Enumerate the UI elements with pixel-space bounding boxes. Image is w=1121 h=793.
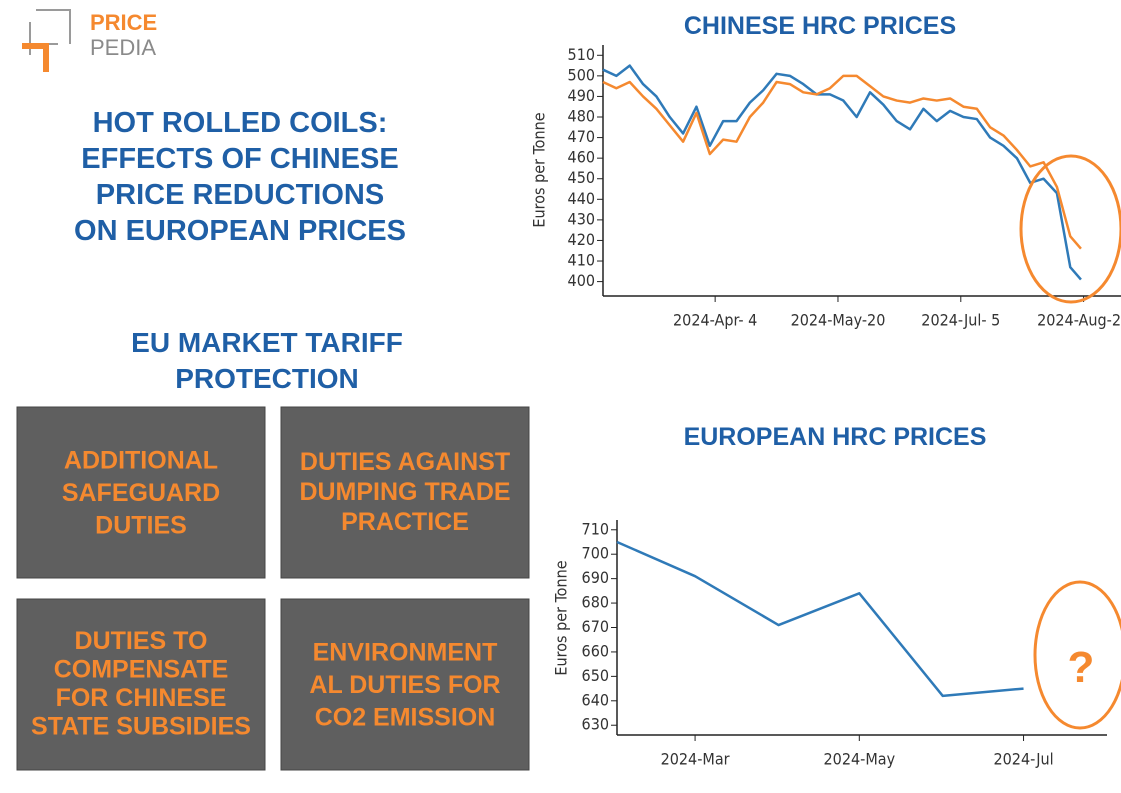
y-tick-label: 460 (568, 148, 595, 167)
title-line: PRICE REDUCTIONS (96, 179, 384, 211)
tariff-box-text: DUTIES (95, 511, 187, 539)
section-heading: PROTECTION (175, 363, 359, 394)
tariff-box-text: STATE SUBSIDIES (31, 713, 251, 741)
tariff-box-text: COMPENSATE (54, 655, 229, 683)
logo-text: PRICE (90, 10, 157, 35)
y-tick-label: 410 (568, 251, 595, 270)
x-tick-label: 2024-Apr- 4 (673, 311, 757, 330)
x-tick-label: 2024-Mar (661, 750, 730, 769)
x-tick-label: 2024-Jul- 5 (921, 311, 1000, 330)
tariff-box (16, 598, 266, 771)
y-tick-label: 440 (568, 189, 595, 208)
tariff-box-text: ADDITIONAL (64, 446, 218, 474)
y-tick-label: 650 (582, 666, 609, 685)
y-tick-label: 470 (568, 127, 595, 146)
y-tick-label: 710 (582, 519, 609, 538)
tariff-box-text: CO2 EMISSION (315, 703, 496, 731)
logo-mark (22, 9, 71, 70)
tariff-box-text: DUTIES TO (75, 627, 208, 655)
y-tick-label: 700 (582, 544, 609, 563)
y-tick-label: 510 (568, 45, 595, 64)
line-series (602, 74, 1082, 250)
tariff-box-text: SAFEGUARD (62, 479, 220, 507)
y-axis-label: Euros per Tonne (552, 560, 571, 675)
logo: PRICE PEDIA (22, 9, 157, 72)
annotation: ? (1068, 643, 1095, 692)
y-tick-label: 630 (582, 715, 609, 734)
y-tick-label: 480 (568, 107, 595, 126)
tariff-box-text: DUMPING TRADE (299, 478, 510, 506)
y-tick-label: 450 (568, 168, 595, 187)
y-axis-label: Euros per Tonne (530, 112, 549, 227)
y-tick-label: 430 (568, 209, 595, 228)
y-tick-label: 420 (568, 230, 595, 249)
tariff-box-text: DUTIES AGAINST (300, 448, 510, 476)
tariff-box-text: PRACTICE (341, 508, 469, 536)
tariff-box (280, 406, 530, 579)
chart-title: EUROPEAN HRC PRICES (684, 423, 987, 451)
tariff-section: EU MARKET TARIFF PROTECTION ADDITIONAL SAFE… (16, 327, 530, 771)
main-title: HOT ROLLED COILS: EFFECTS OF CHINESE PRICE… (74, 107, 406, 247)
tariff-box (16, 406, 266, 579)
y-tick-label: 660 (582, 641, 609, 660)
section-heading: EU MARKET TARIFF (131, 327, 403, 358)
tariff-box (280, 598, 530, 771)
x-tick-label: 2024-May-20 (791, 311, 886, 330)
x-tick-label: 2024-May (824, 750, 896, 769)
title-line: HOT ROLLED COILS: (93, 107, 388, 139)
title-line: EFFECTS OF CHINESE (81, 143, 398, 175)
highlight-circle (1033, 580, 1121, 730)
y-tick-label: 640 (582, 690, 609, 709)
chart-title: CHINESE HRC PRICES (684, 12, 956, 40)
tariff-box-text: AL DUTIES FOR (309, 671, 500, 699)
y-tick-label: 690 (582, 568, 609, 587)
y-tick-label: 490 (568, 86, 595, 105)
x-tick-label: 2024-Aug-20 (1037, 311, 1121, 330)
y-tick-label: 670 (582, 617, 609, 636)
logo-mark (22, 43, 49, 72)
tariff-box-text: FOR CHINESE (56, 684, 227, 712)
y-tick-label: 400 (568, 271, 595, 290)
tariff-box-text: ENVIRONMENT (313, 638, 498, 666)
x-tick-label: 2024-Jul (993, 750, 1053, 769)
title-line: ON EUROPEAN PRICES (74, 215, 406, 247)
line-series (616, 540, 1024, 698)
y-tick-label: 680 (582, 593, 609, 612)
line-series (602, 64, 1082, 281)
chart: EUROPEAN HRC PRICES Euros per Tonne 630 640… (552, 423, 1107, 769)
logo-text: PEDIA (90, 35, 156, 60)
y-tick-label: 500 (568, 65, 595, 84)
highlight-circle (1019, 154, 1121, 304)
